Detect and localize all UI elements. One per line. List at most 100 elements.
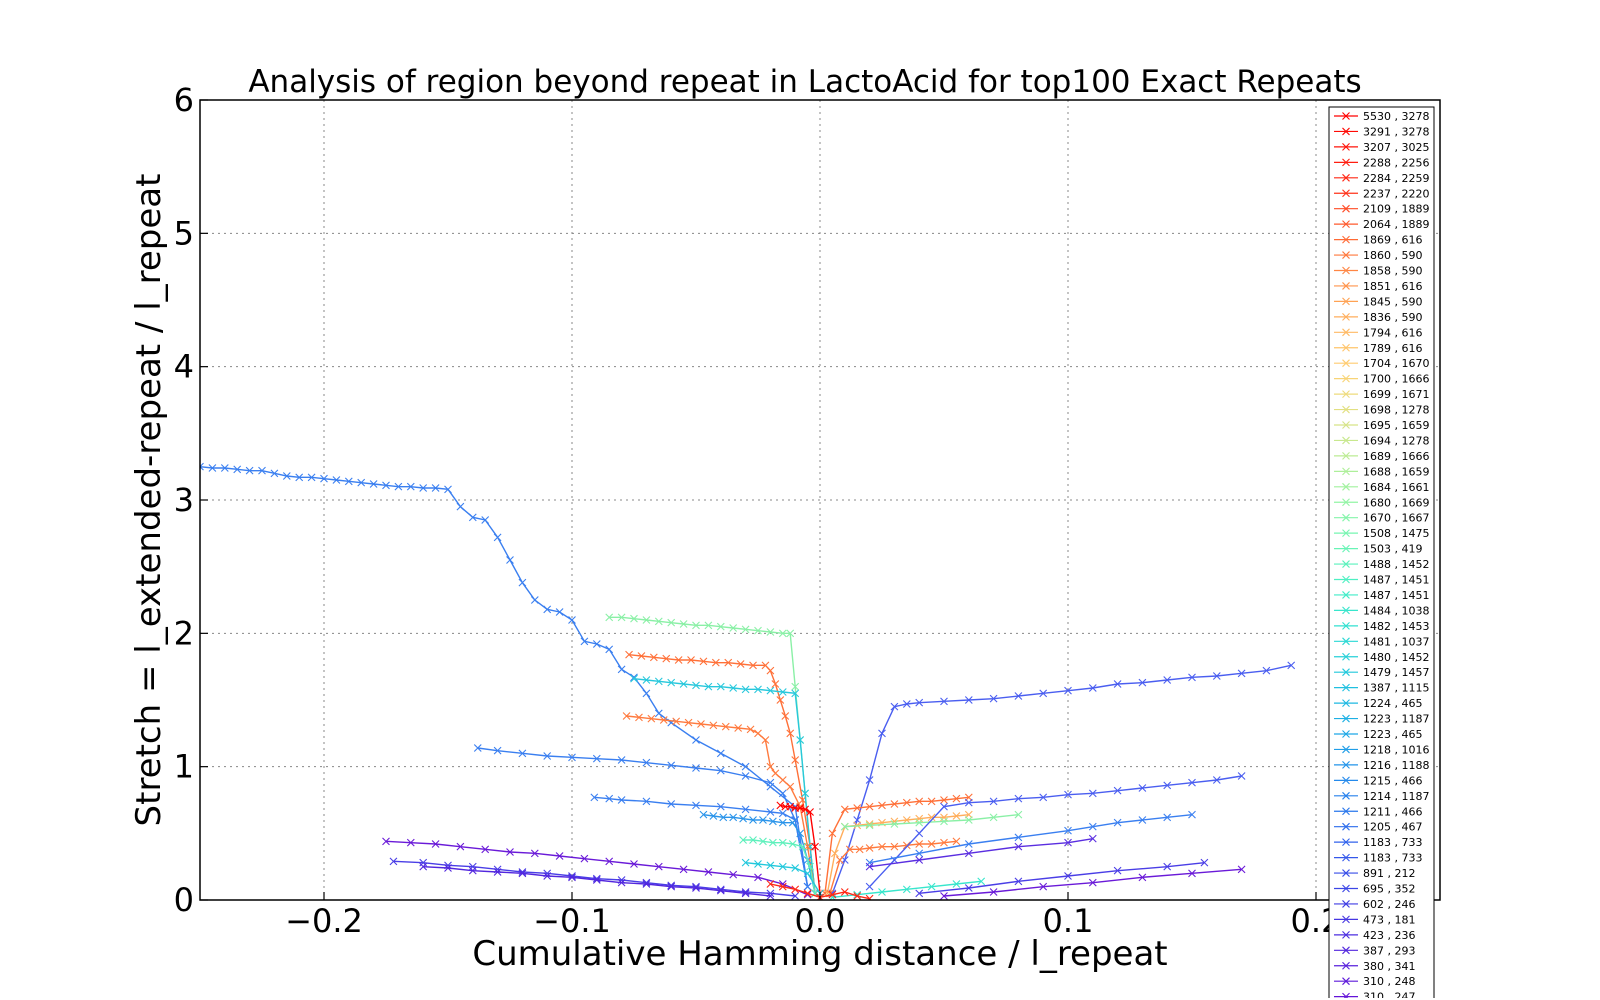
data-point xyxy=(642,880,651,888)
data-point xyxy=(964,798,973,807)
legend-item: 1183 , 733 xyxy=(1334,852,1422,865)
data-point xyxy=(761,736,770,744)
data-point xyxy=(506,848,514,856)
legend-label: 1508 , 1475 xyxy=(1363,527,1429,540)
legend-item: 1699 , 1671 xyxy=(1334,388,1429,401)
series-9 xyxy=(739,836,819,898)
data-point xyxy=(332,476,341,484)
data-point xyxy=(406,838,415,847)
legend-label: 1214 , 1187 xyxy=(1363,790,1429,803)
legend-item: 1224 , 465 xyxy=(1334,697,1422,710)
data-point xyxy=(704,621,713,630)
data-point xyxy=(778,809,787,818)
data-point xyxy=(768,838,777,847)
legend-item: 380 , 341 xyxy=(1334,960,1415,973)
legend-swatch-marker xyxy=(1342,730,1350,738)
legend-item: 1794 , 616 xyxy=(1334,326,1422,339)
legend-item: 1487 , 1451 xyxy=(1334,574,1429,587)
data-point xyxy=(989,797,998,806)
data-point xyxy=(716,886,725,895)
data-point xyxy=(692,801,700,810)
data-point xyxy=(1088,834,1097,843)
data-point xyxy=(1188,673,1196,682)
legend-label: 1183 , 733 xyxy=(1363,836,1422,849)
data-point xyxy=(1088,789,1097,798)
legend-swatch-marker xyxy=(1342,683,1350,692)
y-tick-label: 6 xyxy=(174,81,194,119)
series-14 xyxy=(826,837,961,898)
data-point xyxy=(724,658,733,667)
legend-label: 1211 , 466 xyxy=(1363,805,1422,818)
legend-item: 5530 , 3278 xyxy=(1334,110,1429,123)
data-point xyxy=(1212,776,1221,784)
legend-item: 1860 , 590 xyxy=(1334,249,1422,262)
data-point xyxy=(778,789,787,798)
data-point xyxy=(692,882,700,891)
data-point xyxy=(788,840,797,848)
data-point xyxy=(642,616,651,624)
data-point xyxy=(878,842,886,851)
legend-item: 473 , 181 xyxy=(1334,913,1415,926)
data-point xyxy=(1212,672,1221,680)
legend-swatch-marker xyxy=(1342,282,1350,290)
data-point xyxy=(674,656,683,664)
series-16 xyxy=(865,810,1196,867)
data-point xyxy=(419,862,428,871)
legend-swatch-marker xyxy=(1342,575,1350,584)
data-point xyxy=(649,653,658,662)
data-point xyxy=(692,736,700,744)
data-point xyxy=(902,816,911,824)
data-point xyxy=(617,796,626,804)
data-point xyxy=(759,816,767,824)
data-point xyxy=(580,637,589,646)
data-point xyxy=(786,802,795,811)
data-point xyxy=(878,888,886,896)
data-point xyxy=(605,794,614,803)
data-point xyxy=(543,752,552,760)
series-line xyxy=(393,860,796,897)
data-point xyxy=(622,712,631,720)
legend-label: 2064 , 1889 xyxy=(1363,218,1429,231)
legend-item: 1858 , 590 xyxy=(1334,265,1422,278)
legend-label: 1695 , 1659 xyxy=(1363,419,1429,432)
data-point xyxy=(989,888,998,896)
legend-label: 1218 , 1016 xyxy=(1363,743,1429,756)
series-7 xyxy=(590,793,812,891)
legend-item: 1487 , 1451 xyxy=(1334,589,1429,602)
data-point xyxy=(754,729,762,738)
data-point xyxy=(781,712,790,720)
data-point xyxy=(1188,869,1196,878)
data-point xyxy=(890,820,899,828)
legend-label: 1215 , 466 xyxy=(1363,774,1422,787)
legend-swatch-marker xyxy=(1342,606,1350,615)
legend-item: 423 , 236 xyxy=(1334,929,1415,942)
legend-label: 1794 , 616 xyxy=(1363,326,1422,339)
data-point xyxy=(940,802,948,811)
data-point xyxy=(741,858,750,867)
data-point xyxy=(952,837,961,846)
legend-swatch-marker xyxy=(1342,359,1350,368)
data-point xyxy=(803,869,812,878)
data-point xyxy=(746,725,755,734)
legend-label: 891 , 212 xyxy=(1363,867,1415,880)
data-point xyxy=(711,658,720,667)
data-point xyxy=(964,816,973,824)
data-point xyxy=(952,880,961,888)
legend-swatch-marker xyxy=(1342,112,1350,120)
legend-swatch-marker xyxy=(1342,297,1350,306)
legend-label: 310 , 248 xyxy=(1363,975,1415,988)
data-point xyxy=(200,462,204,471)
series-19 xyxy=(389,857,800,900)
data-point xyxy=(840,805,849,814)
data-point xyxy=(382,481,390,490)
data-point xyxy=(642,878,651,887)
data-point xyxy=(692,884,700,892)
data-point xyxy=(493,746,502,755)
legend-item: 1223 , 1187 xyxy=(1334,713,1429,726)
data-point xyxy=(741,685,750,694)
data-point xyxy=(1188,778,1196,787)
legend-label: 473 , 181 xyxy=(1363,913,1415,926)
data-point xyxy=(667,678,676,687)
data-point xyxy=(493,533,502,542)
legend-item: 2288 , 2256 xyxy=(1334,156,1429,169)
